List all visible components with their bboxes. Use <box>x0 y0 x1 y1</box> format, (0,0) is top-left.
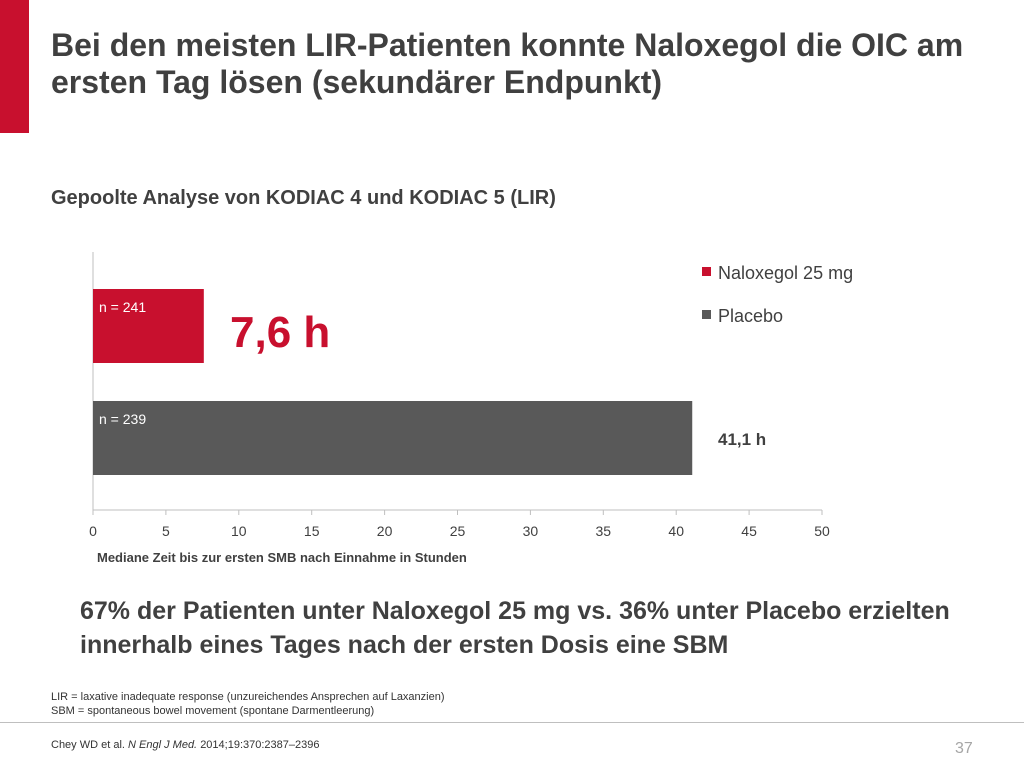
bar-placebo <box>93 401 693 475</box>
bar-naloxegol <box>93 289 204 363</box>
footnote-sbm: SBM = spontaneous bowel movement (sponta… <box>51 705 375 717</box>
legend-entry: Placebo <box>718 306 783 326</box>
bar-chart: 0 5 10 15 20 25 30 35 40 45 50 n = 241 7,6 h n = 239 4… <box>89 252 853 539</box>
x-axis-label: Mediane Zeit bis zur ersten SMB nach Ein… <box>97 550 467 565</box>
x-tick-label: 45 <box>741 523 757 539</box>
legend-swatch <box>702 310 711 319</box>
bar-n-label: n = 241 <box>99 299 146 315</box>
x-tick-label: 20 <box>377 523 393 539</box>
x-tick-label: 0 <box>89 523 97 539</box>
citation-authors: Chey WD et al. <box>51 739 125 751</box>
x-tick-label: 50 <box>814 523 830 539</box>
citation-journal: N Engl J Med. <box>128 739 198 751</box>
conclusion-text: 67% der Patienten unter Naloxegol 25 mg … <box>80 597 950 659</box>
footer-divider <box>0 722 1024 723</box>
bar-value-label: 7,6 h <box>230 308 330 357</box>
legend-entry: Naloxegol 25 mg <box>718 263 853 283</box>
x-tick-label: 30 <box>523 523 539 539</box>
accent-bar <box>0 0 29 133</box>
slide-title: Bei den meisten LIR-Patienten konnte Nal… <box>51 27 964 100</box>
citation: Chey WD et al. N Engl J Med. 2014;19:370… <box>51 739 319 751</box>
bar-value-label: 41,1 h <box>718 430 766 449</box>
bar-n-label: n = 239 <box>99 411 146 427</box>
x-tick-label: 35 <box>596 523 612 539</box>
x-tick-label: 40 <box>668 523 684 539</box>
x-tick-label: 15 <box>304 523 320 539</box>
legend-swatch <box>702 267 711 276</box>
x-tick-label: 10 <box>231 523 247 539</box>
x-tick-label: 5 <box>162 523 170 539</box>
x-tick-label: 25 <box>450 523 466 539</box>
page-number: 37 <box>955 740 973 757</box>
chart-subtitle: Gepoolte Analyse von KODIAC 4 und KODIAC… <box>51 187 556 209</box>
citation-details: 2014;19:370:2387–2396 <box>200 739 320 751</box>
footnotes: LIR = laxative inadequate response (unzu… <box>51 690 445 718</box>
footnote-lir: LIR = laxative inadequate response (unzu… <box>51 691 445 703</box>
